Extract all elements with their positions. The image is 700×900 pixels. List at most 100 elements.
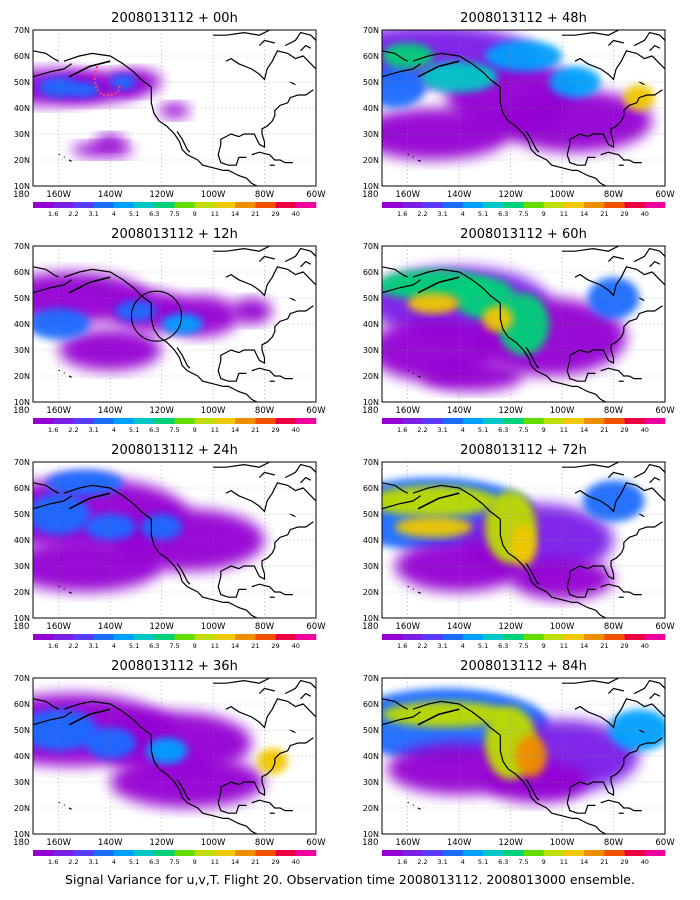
- colorbar: 1.6 2.2 3.1 4 5.1 6.3 7.5 9 11 14 21 29 40: [382, 202, 666, 218]
- latitude-label: 40N: [363, 536, 379, 545]
- colorbar-swatch: [275, 634, 297, 640]
- longitude-label: 80W: [604, 622, 624, 632]
- longitude-label: 140W: [98, 190, 123, 200]
- colorbar-swatch: [214, 634, 236, 640]
- colorbar-swatch: [584, 418, 605, 424]
- latitude-label: 50N: [363, 294, 379, 303]
- colorbar-label: 9: [193, 210, 197, 218]
- latitude-label: 30N: [363, 130, 379, 139]
- colorbar-label: 1.6: [397, 426, 407, 434]
- colorbar-label: 9: [193, 858, 197, 866]
- colorbar-swatch: [644, 202, 666, 208]
- panel-title: 2008013112 + 36h: [111, 659, 238, 674]
- flight-track: [417, 60, 460, 78]
- colorbar-label: 4: [112, 858, 116, 866]
- colorbar-label: 40: [292, 210, 300, 218]
- map-panel: 2008013112 + 00h 70N 60N 50N 40N 30N 20N 10N180…: [13, 11, 326, 218]
- latitude-label: 20N: [14, 372, 30, 381]
- latitude-label: 20N: [363, 804, 379, 813]
- longitude-label: 120W: [498, 838, 523, 848]
- variance-contour: [110, 756, 265, 808]
- longitude-label: 160W: [395, 406, 420, 416]
- longitude-label: 120W: [498, 622, 523, 632]
- colorbar-label: 7.5: [518, 642, 528, 650]
- colorbar-swatch: [93, 634, 115, 640]
- colorbar-swatch: [402, 634, 423, 640]
- longitude-label: 100W: [550, 838, 575, 848]
- colorbar-swatch: [235, 202, 256, 208]
- longitude-label: 160W: [46, 190, 71, 200]
- longitude-label: 60W: [655, 190, 675, 200]
- colorbar-swatch: [442, 634, 464, 640]
- colorbar-swatch: [563, 418, 585, 424]
- colorbar-label: 2.2: [417, 426, 427, 434]
- signal-variance-field: [382, 266, 640, 392]
- colorbar-swatch: [584, 850, 605, 856]
- colorbar-label: 3.1: [88, 210, 98, 218]
- colorbar-label: 2.2: [68, 642, 78, 650]
- latitude-label: 40N: [14, 320, 30, 329]
- colorbar-swatch: [644, 850, 666, 856]
- longitude-label: 60W: [655, 838, 675, 848]
- latitude-label: 40N: [14, 752, 30, 761]
- latitude-label: 70N: [363, 458, 379, 467]
- colorbar-swatch: [523, 634, 545, 640]
- colorbar-label: 40: [641, 858, 649, 866]
- longitude-label: 60W: [306, 838, 326, 848]
- colorbar-swatch: [442, 202, 464, 208]
- colorbar-label: 21: [600, 210, 608, 218]
- colorbar-label: 4: [112, 642, 116, 650]
- latitude-label: 60N: [14, 484, 30, 493]
- colorbar-swatch: [73, 634, 94, 640]
- latitude-label: 60N: [14, 52, 30, 61]
- map-panel: 2008013112 + 12h 70N 60N 50N 40N 30N 20N 10N180…: [13, 227, 326, 434]
- colorbar-label: 5.1: [129, 642, 139, 650]
- variance-contour: [482, 305, 514, 332]
- colorbar-label: 4: [112, 210, 116, 218]
- latitude-label: 30N: [363, 778, 379, 787]
- latitude-label: 70N: [363, 674, 379, 683]
- verification-region-circle: [130, 290, 183, 342]
- colorbar-label: 9: [542, 426, 546, 434]
- variance-contour: [497, 89, 653, 153]
- panel-title: 2008013112 + 12h: [111, 227, 238, 242]
- colorbar-label: 5.1: [478, 426, 488, 434]
- variance-contour: [420, 360, 524, 392]
- colorbar: 1.6 2.2 3.1 4 5.1 6.3 7.5 9 11 14 21 29 40: [33, 418, 317, 434]
- colorbar-label: 21: [600, 858, 608, 866]
- latitude-label: 40N: [14, 104, 30, 113]
- observation-locations: [93, 66, 122, 97]
- map-panel: 2008013112 + 72h 70N 60N 50N 40N 30N 20N 10N180…: [362, 443, 675, 650]
- coastline: [33, 30, 316, 186]
- colorbar-label: 1.6: [397, 642, 407, 650]
- map-panel: 2008013112 + 48h 70N 60N 50N 40N 30N 20N 10N180…: [362, 11, 675, 218]
- longitude-label: 80W: [255, 190, 275, 200]
- latitude-label: 50N: [363, 78, 379, 87]
- colorbar-label: 14: [580, 210, 588, 218]
- colorbar-label: 6.3: [498, 858, 508, 866]
- variance-contour: [515, 735, 547, 777]
- latitude-label: 50N: [363, 726, 379, 735]
- colorbar-swatch: [255, 418, 276, 424]
- colorbar-swatch: [194, 202, 216, 208]
- longitude-label: 140W: [447, 622, 472, 632]
- colorbar-label: 11: [560, 210, 568, 218]
- colorbar-swatch: [194, 634, 216, 640]
- longitude-label: 120W: [149, 190, 174, 200]
- colorbar-swatch: [275, 850, 297, 856]
- colorbar-label: 4: [461, 642, 465, 650]
- colorbar-label: 29: [620, 426, 628, 434]
- longitude-label: 160W: [46, 406, 71, 416]
- variance-contour: [382, 701, 511, 728]
- colorbar-label: 11: [211, 426, 219, 434]
- colorbar-label: 1.6: [48, 426, 58, 434]
- variance-contour: [407, 292, 460, 314]
- latitude-label: 10N: [363, 398, 379, 407]
- flight-track: [417, 708, 460, 726]
- colorbar-label: 4: [461, 426, 465, 434]
- colorbar-swatch: [134, 850, 155, 856]
- colorbar-label: 21: [251, 642, 259, 650]
- colorbar-label: 11: [560, 426, 568, 434]
- longitude-label: 60W: [655, 406, 675, 416]
